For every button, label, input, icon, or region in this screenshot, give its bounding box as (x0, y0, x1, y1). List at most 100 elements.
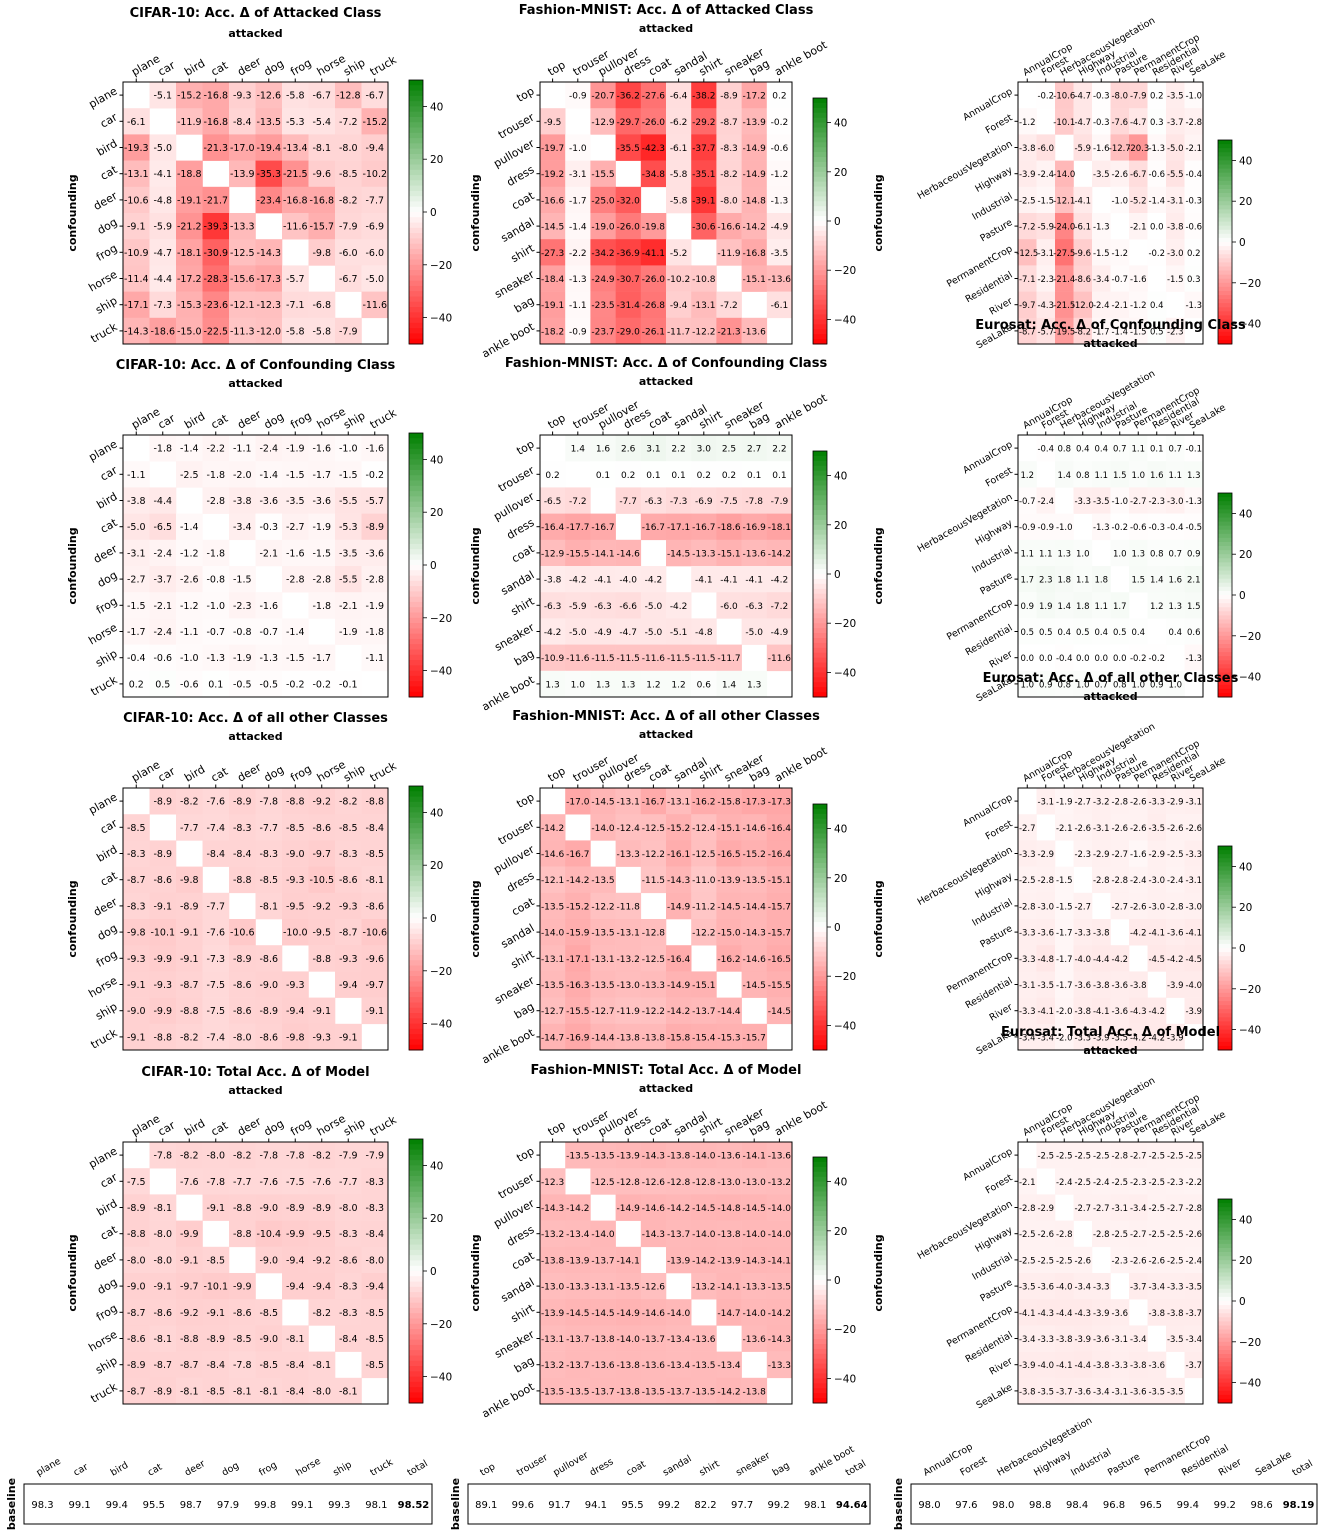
cell-value: -18.2 (541, 327, 564, 337)
colorbar-tick-label: 0 (430, 1266, 437, 1278)
colorbar-segment (813, 966, 827, 972)
cell-value: -9.7 (1019, 301, 1036, 311)
colorbar-segment (409, 607, 423, 614)
heatmap-cell (716, 487, 742, 514)
colorbar-segment (813, 1040, 827, 1046)
heatmap-cell (1147, 945, 1167, 972)
heatmap-cell (176, 291, 203, 319)
colorbar-segment (1218, 156, 1232, 161)
cell-value: 1.1 (1076, 576, 1090, 586)
colorbar-segment (813, 265, 827, 271)
colorbar-segment (1218, 599, 1232, 604)
heatmap-cell (361, 1273, 389, 1300)
colorbar-segment (1218, 509, 1232, 514)
colorbar-segment (409, 1181, 423, 1188)
table-cell-value: 99.4 (1177, 1500, 1199, 1511)
heatmap-panel: Fashion-MNIST: Acc. Δ of Attacked Classa… (469, 3, 856, 361)
cell-value: -13.3 (566, 1283, 589, 1293)
cell-value: 0.3 (1150, 118, 1164, 128)
heatmap-cell (255, 1351, 283, 1379)
cell-value: 0.0 (1094, 654, 1108, 664)
heatmap-cell (335, 1220, 362, 1248)
colorbar-segment (409, 1318, 423, 1325)
cell-value: -2.8 (1111, 876, 1128, 886)
heatmap-cell (565, 1273, 591, 1300)
cell-value: -14.1 (743, 1152, 766, 1162)
colorbar-segment (1218, 311, 1232, 316)
heatmap-cell (640, 1273, 667, 1300)
colorbar-segment (1218, 890, 1232, 896)
heatmap-cell (1184, 513, 1204, 541)
heatmap-cell (1073, 487, 1093, 514)
cell-value: -13.2 (768, 1178, 791, 1188)
heatmap-cell (123, 239, 150, 266)
y-tick-label: top (514, 1144, 536, 1164)
heatmap-cell (766, 461, 793, 488)
heatmap-cell (540, 134, 566, 161)
colorbar-segment (1218, 935, 1232, 941)
heatmap-cell (540, 997, 566, 1025)
heatmap-cell (615, 134, 642, 161)
cell-value: -9.1 (127, 1032, 146, 1043)
heatmap-cell (590, 592, 616, 619)
cell-value: -3.3 (1019, 1007, 1036, 1017)
cell-value: -2.1 (1111, 301, 1128, 311)
heatmap-cell (666, 1351, 692, 1379)
heatmap-cell (1092, 239, 1111, 266)
heatmap-cell (361, 644, 389, 672)
colorbar-segment (1218, 574, 1232, 580)
colorbar-segment (813, 171, 827, 178)
cell-value: -3.8 (1167, 1309, 1184, 1319)
heatmap-cell (361, 134, 389, 161)
colorbar-segment (1218, 1025, 1232, 1031)
colorbar-segment (409, 1197, 423, 1203)
colorbar-tick-label: 0 (834, 1275, 841, 1287)
cell-value: -1.5 (1130, 327, 1147, 337)
cell-value: -2.5 (1019, 876, 1036, 886)
cell-value: -2.9 (1037, 1204, 1054, 1214)
colorbar-segment (409, 1234, 423, 1240)
colorbar-segment (813, 662, 827, 668)
y-tick-label: plane (87, 790, 120, 817)
baseline-table: plane98.3car99.1bird99.4cat95.5deer98.7d… (5, 1456, 433, 1530)
y-tick-label: deer (91, 189, 120, 213)
cell-value: 0.1 (1150, 445, 1164, 455)
x-tick-label: cat (209, 411, 231, 431)
cell-value: -3.6 (1148, 1361, 1165, 1371)
colorbar-segment (813, 314, 827, 320)
colorbar-segment (409, 164, 423, 171)
colorbar-segment (409, 217, 423, 224)
colorbar-segment (409, 1044, 423, 1051)
y-tick-label: trouser (496, 110, 537, 141)
heatmap-cell (1184, 866, 1204, 894)
heatmap-cell (565, 1325, 591, 1352)
colorbar-segment (1218, 295, 1232, 300)
colorbar-segment (409, 580, 423, 587)
heatmap-cell (1036, 317, 1056, 345)
heatmap-cell (540, 265, 566, 292)
colorbar-tick-label: 40 (1239, 1214, 1252, 1226)
heatmap-cell (565, 670, 591, 698)
heatmap-cell (335, 160, 362, 188)
heatmap-cell (361, 539, 389, 567)
cell-value: -7.1 (286, 300, 305, 311)
heatmap-cell (1073, 265, 1093, 292)
table-column-label: ship (331, 1459, 354, 1478)
colorbar-segment (813, 1334, 827, 1340)
colorbar-segment (1218, 1354, 1232, 1359)
x-tick-label: ankle boot (772, 744, 829, 785)
cell-value: -0.3 (1148, 523, 1165, 533)
colorbar-segment (813, 858, 827, 864)
cell-value: -16.4 (667, 955, 691, 965)
colorbar-segment (409, 95, 423, 102)
cell-value: -0.1 (339, 679, 358, 690)
heatmap-cell (1055, 239, 1074, 266)
heatmap-cell (691, 1351, 717, 1379)
colorbar-segment (1218, 615, 1232, 620)
colorbar-segment (409, 638, 423, 645)
cell-value: 1.5 (1131, 576, 1145, 586)
cell-value: -3.5 (1093, 497, 1110, 507)
cell-value: 1.7 (1020, 576, 1034, 586)
colorbar-segment (813, 1010, 827, 1017)
table-column-label: bag (771, 1460, 792, 1478)
